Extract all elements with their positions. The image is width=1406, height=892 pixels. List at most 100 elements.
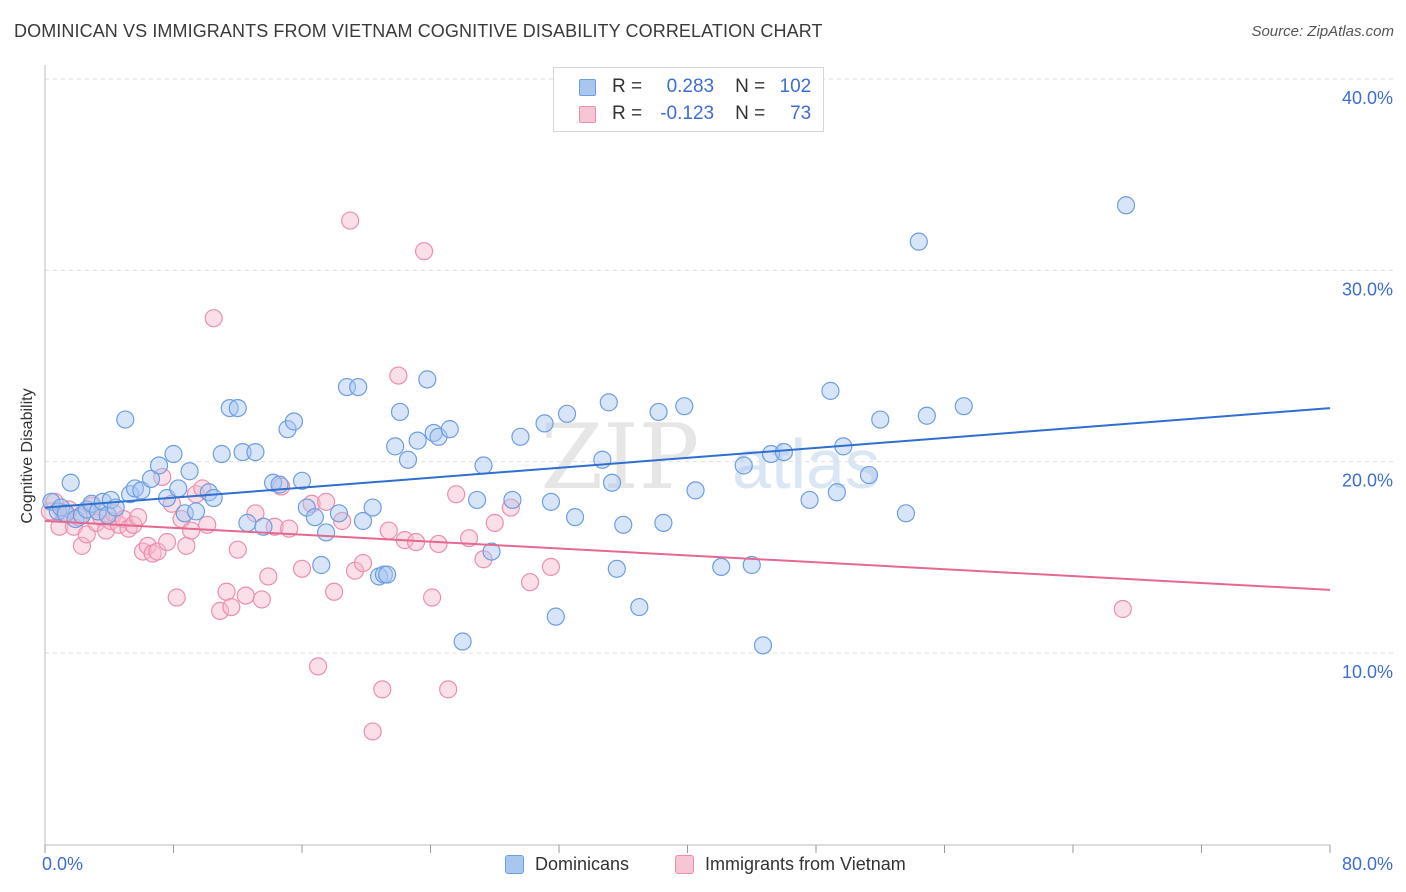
point-vietnam bbox=[501, 498, 520, 517]
point-dominicans bbox=[827, 483, 846, 502]
point-dominicans bbox=[116, 410, 135, 429]
y-tick-label: 20.0% bbox=[1342, 471, 1393, 491]
series-immigrants-from-vietnam-points bbox=[40, 211, 1132, 741]
x-tick-label: 80.0% bbox=[1342, 854, 1393, 874]
point-vietnam bbox=[72, 536, 92, 555]
point-vietnam bbox=[389, 366, 408, 385]
point-dominicans bbox=[511, 427, 530, 446]
point-vietnam bbox=[157, 532, 177, 552]
point-dominicans bbox=[149, 456, 169, 475]
point-dominicans bbox=[141, 469, 161, 488]
point-vietnam bbox=[148, 542, 167, 561]
point-dominicans bbox=[180, 462, 199, 481]
bottom-swatch-vietnam bbox=[675, 854, 694, 874]
point-vietnam bbox=[222, 597, 241, 617]
point-dominicans bbox=[909, 232, 928, 251]
point-dominicans bbox=[557, 404, 577, 423]
point-dominicans bbox=[175, 504, 194, 523]
point-dominicans bbox=[535, 414, 554, 433]
point-vietnam bbox=[182, 521, 201, 540]
point-dominicans bbox=[599, 393, 618, 412]
point-dominicans bbox=[228, 398, 247, 418]
point-dominicans bbox=[742, 555, 761, 575]
point-dominicans bbox=[363, 498, 382, 517]
axes bbox=[44, 65, 1331, 853]
point-vietnam bbox=[325, 582, 344, 601]
point-dominicans bbox=[233, 443, 252, 462]
bottom-legend-label: Dominicans bbox=[535, 853, 630, 874]
point-dominicans bbox=[164, 444, 183, 464]
point-vietnam bbox=[162, 494, 181, 513]
point-dominicans bbox=[1116, 196, 1136, 215]
point-vietnam bbox=[129, 508, 148, 527]
legend-n-label: N = bbox=[735, 76, 766, 97]
point-vietnam bbox=[485, 513, 504, 532]
legend-r-label: R = bbox=[612, 76, 643, 97]
point-vietnam bbox=[308, 657, 328, 676]
legend-r-label: R = bbox=[612, 103, 643, 124]
point-vietnam bbox=[210, 601, 230, 621]
point-dominicans bbox=[353, 511, 373, 531]
point-dominicans bbox=[238, 513, 257, 532]
point-dominicans bbox=[408, 431, 427, 450]
point-vietnam bbox=[447, 485, 466, 504]
point-vietnam bbox=[177, 536, 196, 555]
point-vietnam bbox=[292, 559, 312, 578]
y-tick-label: 40.0% bbox=[1342, 88, 1393, 108]
point-dominicans bbox=[546, 607, 565, 626]
point-dominicans bbox=[614, 515, 633, 534]
point-dominicans bbox=[859, 465, 879, 485]
chart-title: DOMINICAN VS IMMIGRANTS FROM VIETNAM COG… bbox=[14, 21, 823, 41]
point-dominicans bbox=[649, 402, 668, 422]
point-dominicans bbox=[329, 504, 349, 523]
point-vietnam bbox=[228, 540, 247, 559]
point-vietnam bbox=[373, 680, 392, 699]
point-dominicans bbox=[453, 632, 472, 651]
point-dominicans bbox=[254, 517, 273, 536]
legend-n-value: 102 bbox=[779, 76, 812, 97]
legend-r-value: 0.283 bbox=[666, 76, 715, 97]
point-dominicans bbox=[467, 490, 487, 510]
point-dominicans bbox=[654, 513, 673, 532]
point-dominicans bbox=[246, 443, 265, 462]
point-vietnam bbox=[459, 529, 479, 548]
point-dominicans bbox=[712, 557, 731, 577]
bottom-swatch-dominicans bbox=[505, 854, 524, 874]
point-vietnam bbox=[316, 492, 336, 511]
point-dominicans bbox=[316, 523, 336, 542]
point-dominicans bbox=[917, 406, 936, 425]
point-vietnam bbox=[439, 680, 458, 699]
trend-line-dominicans bbox=[44, 407, 1331, 509]
bottom-legend-dominicans: Dominicans bbox=[505, 851, 629, 877]
point-dominicans bbox=[204, 488, 223, 508]
legend-swatch-vietnam bbox=[579, 105, 596, 123]
point-dominicans bbox=[503, 490, 522, 510]
source-label: Source: ZipAtlas.com bbox=[1251, 23, 1394, 40]
legend-n-label: N = bbox=[735, 103, 766, 124]
point-vietnam bbox=[259, 567, 278, 586]
point-dominicans bbox=[800, 490, 819, 510]
point-dominicans bbox=[212, 444, 231, 464]
point-dominicans bbox=[390, 402, 410, 422]
tick-labels: 10.0% 20.0% 30.0% 40.0% 0.0% 80.0% bbox=[42, 88, 1393, 874]
point-dominicans bbox=[121, 485, 140, 504]
point-dominicans bbox=[386, 437, 405, 456]
correlation-legend: R = 0.283 N = 102 R = -0.123 N = 73 bbox=[553, 67, 824, 132]
point-dominicans bbox=[378, 565, 397, 584]
point-dominicans bbox=[418, 370, 437, 389]
watermark-atlas: atlas bbox=[732, 425, 880, 503]
point-dominicans bbox=[186, 502, 206, 521]
legend-swatch-dominicans bbox=[579, 78, 596, 96]
point-dominicans bbox=[398, 450, 418, 469]
legend-n-value: 73 bbox=[790, 103, 812, 124]
point-dominicans bbox=[630, 597, 649, 617]
point-dominicans bbox=[305, 508, 324, 527]
point-vietnam bbox=[414, 242, 434, 261]
point-vietnam bbox=[541, 557, 561, 577]
point-dominicans bbox=[474, 456, 493, 475]
x-tick-label: 0.0% bbox=[42, 854, 83, 874]
point-dominicans bbox=[675, 397, 694, 416]
point-dominicans bbox=[199, 483, 218, 502]
point-vietnam bbox=[363, 722, 382, 741]
